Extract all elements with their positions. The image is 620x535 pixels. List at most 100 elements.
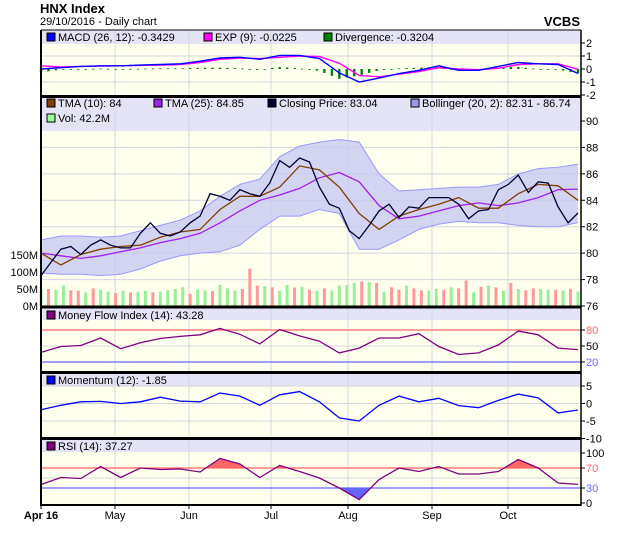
volume-bar: [106, 291, 110, 306]
legend-swatch: [267, 98, 277, 108]
divergence-bar: [77, 69, 80, 70]
divergence-bar: [263, 69, 266, 70]
divergence-bar: [576, 69, 580, 74]
volume-bar: [427, 290, 431, 306]
volume-bar: [76, 290, 80, 306]
volume-tick-label: 0M: [23, 301, 38, 313]
legend-label: Vol: 42.2M: [58, 113, 110, 125]
volume-bar: [240, 289, 244, 306]
divergence-bar: [532, 68, 535, 70]
volume-bar: [472, 292, 476, 306]
volume-bar: [173, 289, 177, 306]
volume-bar: [285, 284, 289, 306]
volume-bar: [375, 282, 379, 306]
y-tick-label: 20: [586, 357, 598, 369]
volume-bar: [487, 285, 490, 306]
volume-bar: [225, 288, 229, 306]
volume-bar: [54, 289, 58, 306]
y-tick-label: 0: [586, 399, 592, 411]
divergence-bar: [338, 69, 341, 79]
y-tick-label: 0: [586, 498, 592, 510]
divergence-bar: [84, 68, 87, 70]
divergence-bar: [218, 67, 222, 69]
volume-bar: [449, 287, 453, 306]
legend-label: TMA (25): 84.85: [165, 98, 244, 110]
divergence-bar: [106, 68, 110, 70]
volume-bar: [91, 288, 95, 306]
divergence-bar: [54, 69, 58, 71]
divergence-bar: [271, 68, 274, 69]
divergence-bar: [397, 68, 401, 70]
volume-bar: [397, 289, 401, 306]
volume-bar: [412, 288, 416, 306]
volume-bar: [561, 290, 565, 306]
volume-bar: [255, 285, 259, 306]
divergence-bar: [196, 67, 199, 69]
divergence-bar: [188, 68, 192, 69]
rsi-overbought-fill: [41, 458, 578, 468]
volume-bar: [434, 289, 438, 306]
volume-bar: [404, 285, 408, 306]
divergence-bar: [203, 67, 207, 69]
volume-bar: [390, 287, 394, 306]
y-tick-label: 50: [586, 341, 598, 353]
divergence-bar: [405, 68, 408, 69]
y-tick-label: 84: [586, 195, 598, 207]
macd-line: [40, 54, 579, 83]
y-tick-label: -10: [586, 434, 602, 446]
legend-swatch: [46, 441, 56, 451]
y-tick-label: 5: [586, 381, 592, 393]
legend-swatch: [410, 98, 420, 108]
x-tick-label: Jul: [264, 510, 278, 522]
volume-bar: [136, 291, 140, 306]
momentum-plot-bg: [41, 386, 581, 438]
divergence-bar: [278, 67, 281, 69]
legend-label: RSI (14): 37.27: [58, 441, 133, 453]
volume-bar: [248, 268, 252, 306]
volume-bar: [211, 291, 215, 306]
divergence-bar: [166, 68, 169, 70]
volume-bar: [382, 291, 386, 306]
divergence-bar: [114, 68, 117, 70]
divergence-bar: [159, 68, 162, 70]
closing-price-line: [40, 157, 579, 276]
momentum-legend-bg: [41, 372, 581, 386]
y-tick-label: 82: [586, 222, 598, 234]
y-tick-label: 30: [586, 483, 598, 495]
legend-swatch: [46, 310, 56, 320]
divergence-bar: [99, 68, 102, 70]
volume-bar: [539, 289, 543, 306]
chart-subtitle: 29/10/2016 - Daily chart: [40, 16, 157, 28]
volume-bar: [196, 289, 200, 306]
legend-label: Divergence: -0.3204: [335, 32, 434, 44]
volume-bar: [501, 290, 505, 306]
divergence-bar: [330, 69, 334, 76]
y-tick-label: 0: [586, 64, 592, 76]
mfi-line: [40, 327, 579, 356]
legend-label: Closing Price: 83.04: [279, 98, 377, 110]
volume-bar: [479, 286, 483, 306]
divergence-bar: [129, 68, 132, 70]
volume-bar: [263, 286, 267, 306]
divergence-bar: [136, 68, 140, 70]
x-tick-label: Aug: [338, 510, 358, 522]
volume-bar: [360, 281, 364, 306]
divergence-bar: [300, 68, 304, 70]
volume-bar: [516, 289, 520, 306]
volume-bar: [233, 290, 237, 306]
volume-bar: [203, 290, 207, 306]
divergence-bar: [546, 69, 550, 70]
y-tick-label: -2: [586, 90, 596, 102]
y-tick-label: -5: [586, 416, 596, 428]
chart-panels: MACD (26, 12): -0.3429 EXP (9): -0.0225 Di…: [10, 29, 604, 522]
y-tick-label: 1: [586, 51, 592, 63]
y-tick-label: 70: [586, 463, 598, 475]
volume-bar: [330, 290, 334, 306]
y-tick-label: 80: [586, 248, 598, 260]
divergence-bar: [285, 67, 289, 69]
divergence-bar: [367, 69, 371, 73]
volume-bar: [322, 288, 326, 306]
volume-bar: [121, 290, 125, 306]
legend-swatch: [203, 32, 213, 42]
